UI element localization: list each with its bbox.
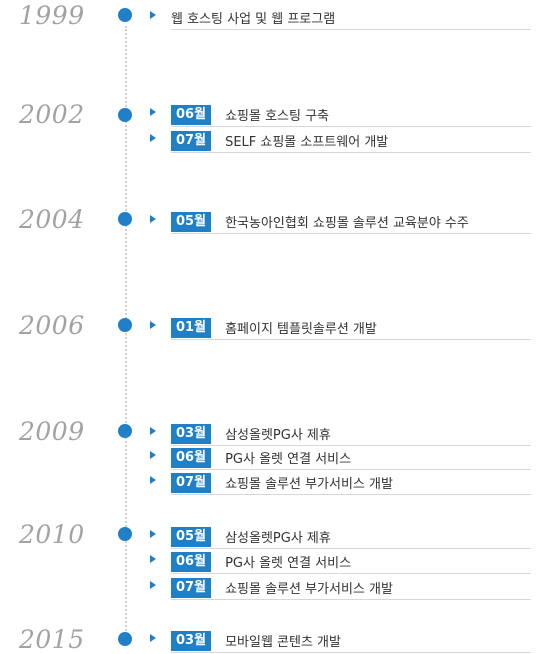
timeline-item-content: 05월 한국농아인협회 쇼핑몰 솔루션 교육분야 수주	[171, 211, 531, 234]
timeline-item-content: 07월 쇼핑몰 솔루션 부가서비스 개발	[171, 577, 531, 600]
year-marker-dot	[118, 632, 132, 646]
timeline-item-content: 06월 쇼핑몰 호스팅 구축	[171, 104, 531, 127]
year-marker-dot	[118, 318, 132, 332]
timeline-item-content: 06월 PG사 올렛 연결 서비스	[171, 447, 531, 470]
year-marker-dot	[118, 212, 132, 226]
month-badge: 07월	[171, 130, 212, 151]
year-marker-dot	[118, 8, 132, 22]
timeline-item: 07월 SELF 쇼핑몰 소프트웨어 개발	[150, 127, 531, 153]
month-badge: 06월	[171, 551, 212, 572]
timeline-item: 06월 쇼핑몰 호스팅 구축	[150, 101, 531, 127]
arrow-right-icon	[150, 215, 156, 223]
timeline-item-content: 05월 삼성올렛PG사 제휴	[171, 526, 531, 549]
month-badge: 01월	[171, 317, 212, 338]
timeline-item-text: 삼성올렛PG사 제휴	[225, 531, 331, 546]
arrow-right-icon	[150, 108, 156, 116]
year-label-2002: 2002	[19, 100, 85, 129]
timeline-item: 05월 한국농아인협회 쇼핑몰 솔루션 교육분야 수주	[150, 208, 531, 234]
month-badge: 06월	[171, 104, 212, 125]
timeline-item-text: 모바일웹 콘텐츠 개발	[225, 635, 341, 650]
timeline-item-content: 01월 홈페이지 템플릿솔루션 개발	[171, 317, 531, 340]
month-badge: 03월	[171, 630, 212, 651]
year-label-2009: 2009	[19, 417, 85, 446]
timeline-item-content: 07월 SELF 쇼핑몰 소프트웨어 개발	[171, 130, 531, 153]
timeline-item-text: 한국농아인협회 쇼핑몰 솔루션 교육분야 수주	[225, 216, 469, 231]
timeline-item-content: 03월 삼성올렛PG사 제휴	[171, 423, 531, 446]
timeline-item-text: 홈페이지 템플릿솔루션 개발	[225, 322, 377, 337]
month-badge: 06월	[171, 447, 212, 468]
year-label-2015: 2015	[19, 625, 85, 654]
month-badge: 07월	[171, 472, 212, 493]
timeline-item-text: SELF 쇼핑몰 소프트웨어 개발	[225, 135, 389, 150]
arrow-right-icon	[150, 451, 156, 459]
year-label-1999: 1999	[19, 1, 85, 30]
year-marker-dot	[118, 108, 132, 122]
timeline-item: 07월 쇼핑몰 솔루션 부가서비스 개발	[150, 574, 531, 600]
timeline-item: 01월 홈페이지 템플릿솔루션 개발	[150, 314, 531, 340]
timeline-item-text: 웹 호스팅 사업 및 웹 프로그램	[171, 12, 336, 27]
month-badge: 03월	[171, 423, 212, 444]
timeline-item: 03월 모바일웹 콘텐츠 개발	[150, 627, 531, 653]
year-label-2004: 2004	[19, 205, 85, 234]
arrow-right-icon	[150, 634, 156, 642]
timeline-vertical-line	[125, 26, 127, 642]
year-marker-dot	[118, 424, 132, 438]
timeline-item-text: 삼성올렛PG사 제휴	[225, 428, 331, 443]
year-label-2010: 2010	[19, 520, 85, 549]
year-label-2006: 2006	[19, 311, 85, 340]
month-badge: 07월	[171, 577, 212, 598]
timeline-item: 웹 호스팅 사업 및 웹 프로그램	[150, 4, 531, 30]
timeline-item-content: 06월 PG사 올렛 연결 서비스	[171, 551, 531, 574]
timeline-item-content: 07월 쇼핑몰 솔루션 부가서비스 개발	[171, 472, 531, 495]
arrow-right-icon	[150, 476, 156, 484]
arrow-right-icon	[150, 530, 156, 538]
timeline-item: 06월 PG사 올렛 연결 서비스	[150, 444, 531, 470]
timeline-item: 07월 쇼핑몰 솔루션 부가서비스 개발	[150, 469, 531, 495]
arrow-right-icon	[150, 581, 156, 589]
arrow-right-icon	[150, 555, 156, 563]
year-marker-dot	[118, 527, 132, 541]
month-badge: 05월	[171, 526, 212, 547]
timeline-item-content: 웹 호스팅 사업 및 웹 프로그램	[171, 7, 531, 30]
timeline-item: 03월 삼성올렛PG사 제휴	[150, 420, 531, 446]
arrow-right-icon	[150, 321, 156, 329]
timeline-item-text: 쇼핑몰 솔루션 부가서비스 개발	[225, 582, 393, 597]
timeline-item: 06월 PG사 올렛 연결 서비스	[150, 548, 531, 574]
timeline-item-text: PG사 올렛 연결 서비스	[225, 452, 352, 467]
timeline-item-text: 쇼핑몰 호스팅 구축	[225, 109, 330, 124]
timeline-item-text: PG사 올렛 연결 서비스	[225, 556, 352, 571]
timeline-item-content: 03월 모바일웹 콘텐츠 개발	[171, 630, 531, 653]
arrow-right-icon	[150, 427, 156, 435]
arrow-right-icon	[150, 134, 156, 142]
timeline-item-text: 쇼핑몰 솔루션 부가서비스 개발	[225, 477, 393, 492]
arrow-right-icon	[150, 11, 156, 19]
month-badge: 05월	[171, 211, 212, 232]
timeline-item: 05월 삼성올렛PG사 제휴	[150, 523, 531, 549]
